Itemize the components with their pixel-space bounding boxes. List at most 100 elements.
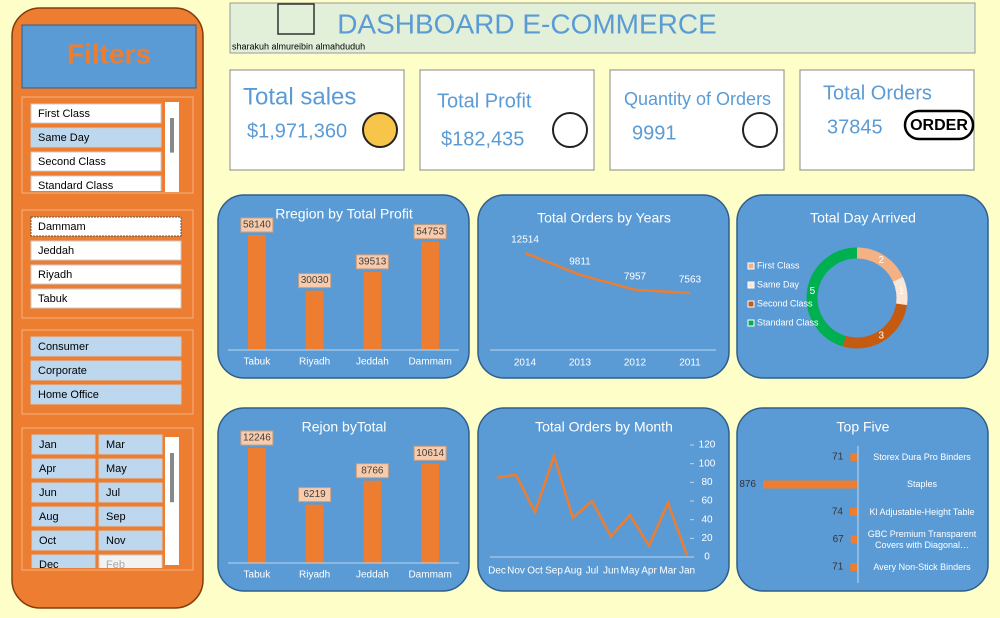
slicer-button[interactable] [30, 151, 162, 172]
slicer-button[interactable] [30, 288, 182, 309]
data-label: 3 [879, 330, 885, 341]
x-tick-label: May [621, 566, 640, 577]
slicer-button[interactable] [98, 482, 163, 503]
kpi-icon [362, 112, 398, 148]
slicer-label[interactable]: Mar [106, 439, 125, 451]
bar [849, 508, 858, 516]
slicer-label[interactable]: Apr [39, 463, 56, 475]
slicer-button[interactable] [31, 554, 96, 574]
slicer-label[interactable]: Jun [39, 487, 57, 499]
x-tick-label: Jeddah [356, 357, 389, 368]
slicer-label[interactable]: Jeddah [38, 245, 74, 257]
slicer-label[interactable]: Sep [106, 511, 126, 523]
slicer-label[interactable]: Second Class [38, 156, 106, 168]
slicer-button[interactable] [30, 240, 182, 261]
slicer-button[interactable] [31, 482, 96, 503]
line [524, 251, 691, 295]
slicer-button[interactable] [31, 458, 96, 479]
header-author: sharakuh almureibin almahduduh [232, 41, 365, 51]
slicer-button[interactable] [30, 360, 182, 381]
slicer-label[interactable]: Nov [106, 535, 126, 547]
bar [421, 463, 440, 563]
data-label-box [298, 487, 332, 503]
slicer-button[interactable] [30, 216, 182, 237]
slicer-label[interactable]: Jul [106, 487, 120, 499]
y-tick-label: 60 [701, 496, 713, 507]
slicer-label[interactable]: Home Office [38, 389, 99, 401]
slicer-button[interactable] [98, 434, 163, 455]
category-label-box: Staples [906, 479, 938, 489]
slicer-label[interactable]: Riyadh [38, 269, 72, 281]
slicer-button[interactable] [30, 384, 182, 405]
data-label: 876 [739, 479, 756, 490]
data-label-box [413, 445, 447, 461]
slicer-label[interactable]: Aug [39, 511, 59, 523]
kpi-card [799, 69, 975, 171]
y-tick-label: 0 [704, 552, 710, 563]
x-tick-label: Nov [507, 566, 525, 577]
slicer-button[interactable] [30, 336, 182, 357]
slicer-label[interactable]: Jan [39, 439, 57, 451]
slicer-label[interactable]: First Class [38, 108, 90, 120]
slicer-button[interactable] [98, 506, 163, 527]
x-tick-label: Riyadh [299, 570, 330, 581]
header-icon [277, 3, 315, 35]
kpi-label: Total Orders [823, 82, 932, 104]
category-label-box: Avery Non-Stick Binders [873, 562, 970, 572]
kpi-label: Total Profit [437, 90, 532, 112]
slicer-label[interactable]: Feb [106, 559, 125, 571]
bar [247, 448, 266, 563]
x-tick-label: 2011 [679, 358, 701, 369]
category-label-box: Storex Dura Pro Binders [873, 452, 971, 462]
slicer-label[interactable]: Tabuk [38, 293, 68, 305]
chart-card [736, 194, 989, 379]
data-label: 7957 [624, 271, 647, 282]
legend-label: Second Class [757, 298, 813, 308]
kpi-value: $182,435 [441, 128, 524, 150]
data-label-box [240, 217, 274, 233]
scroll-thumb [170, 453, 174, 503]
slicer-button[interactable] [31, 434, 96, 455]
slicer-button[interactable] [31, 530, 96, 551]
kpi-value: 37845 [827, 116, 883, 138]
legend-swatch [747, 300, 755, 308]
slicer-label[interactable]: Dammam [38, 221, 86, 233]
category-label-box: GBC Premium Transparent Covers with Diag… [867, 528, 977, 550]
slicer-label[interactable]: Standard Class [38, 180, 114, 192]
slicer-button[interactable] [30, 103, 162, 124]
y-tick-label: Staples [906, 479, 938, 489]
slicer-button[interactable] [98, 554, 163, 574]
filter-title: Filters [67, 38, 151, 69]
slicer-button[interactable] [31, 506, 96, 527]
y-tick-label: 80 [701, 477, 713, 488]
legend-swatch [747, 319, 755, 327]
data-label: 6219 [304, 489, 327, 500]
bar [363, 271, 382, 350]
y-tick-label: GBC Premium Transparent Covers with Diag… [867, 528, 977, 550]
slicer-group: First Class Same Day Second Class Standard … [30, 103, 162, 195]
slicer-button[interactable] [30, 175, 162, 195]
data-label: 2 [879, 255, 885, 266]
legend-label: Standard Class [757, 317, 819, 327]
data-label: 54753 [416, 226, 444, 237]
slicer-label[interactable]: Consumer [38, 341, 89, 353]
bar [247, 235, 266, 350]
slicer-button[interactable] [98, 458, 163, 479]
legend-label: First Class [757, 260, 800, 270]
slicer-button[interactable] [98, 530, 163, 551]
slicer-label[interactable]: Oct [39, 535, 56, 547]
slicer-label[interactable]: Dec [39, 559, 59, 571]
bar [850, 453, 858, 461]
data-label: 30030 [301, 275, 329, 286]
x-tick-label: Aug [564, 566, 582, 577]
slicer-label[interactable]: Corporate [38, 365, 87, 377]
slicer-button[interactable] [30, 127, 162, 148]
slicer-label[interactable]: Same Day [38, 132, 90, 144]
chart-card [736, 407, 989, 592]
donut-slice [806, 247, 858, 347]
x-tick-label: Apr [641, 566, 657, 577]
slicer-label[interactable]: May [106, 463, 127, 475]
kpi-value: 9991 [632, 122, 677, 144]
slicer-button[interactable] [30, 264, 182, 285]
